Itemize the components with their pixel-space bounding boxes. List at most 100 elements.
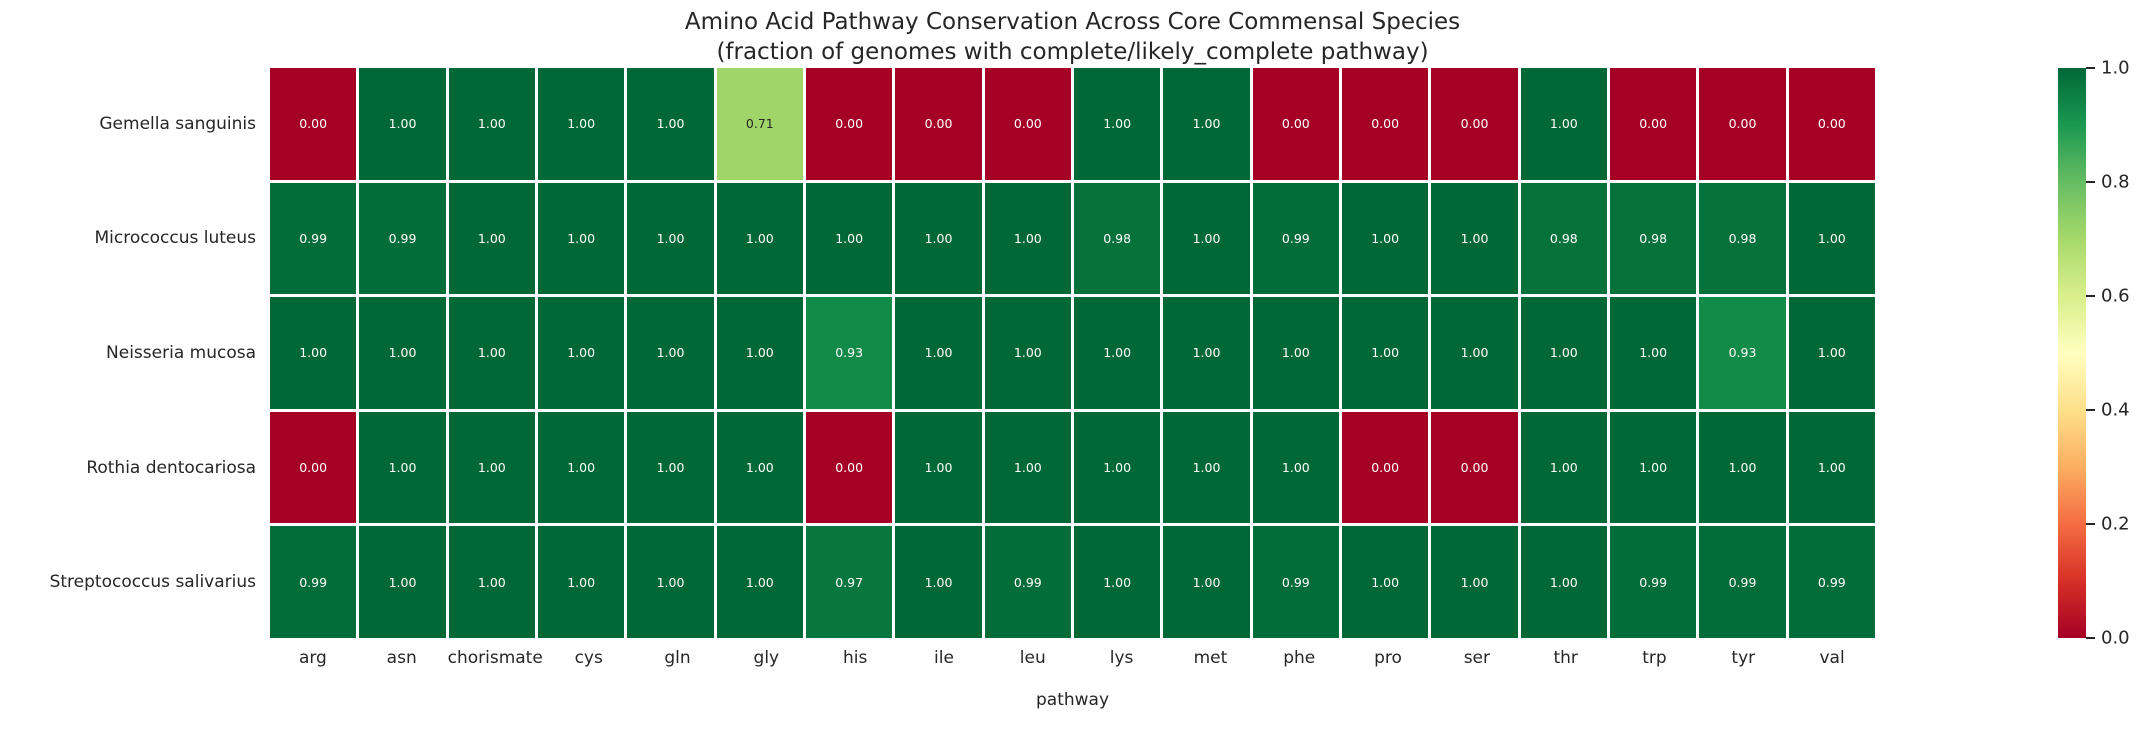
heatmap-cell: 1.00	[627, 411, 714, 524]
heatmap-cell: 1.00	[270, 297, 357, 409]
heatmap-cell: 0.00	[1252, 68, 1339, 180]
colorbar-tick-label: 1.0	[2101, 57, 2130, 79]
heatmap-cell: 1.00	[359, 411, 446, 524]
heatmap-cell: 0.99	[270, 182, 357, 295]
heatmap-cell: 1.00	[1610, 411, 1697, 524]
heatmap-cell: 1.00	[1342, 526, 1429, 638]
heatmap-cell: 1.00	[984, 182, 1071, 295]
heatmap-cell: 1.00	[1074, 68, 1161, 180]
column-label: trp	[1642, 648, 1667, 668]
heatmap-cell: 1.00	[538, 297, 625, 409]
column-label: met	[1193, 648, 1228, 668]
colorbar-gradient	[2058, 68, 2086, 638]
heatmap-cell: 0.99	[1788, 526, 1875, 638]
heatmap-cell: 1.00	[1788, 182, 1875, 295]
heatmap-cell: 1.00	[359, 68, 446, 180]
heatmap-cell: 1.00	[538, 411, 625, 524]
heatmap-cell: 1.00	[359, 526, 446, 638]
colorbar-tick-mark	[2086, 295, 2095, 297]
x-axis-labels: arg asn chorismate cys gln gly his ile leu lys met…	[270, 648, 1875, 668]
heatmap-cell: 1.00	[448, 411, 535, 524]
heatmap-cell: 0.00	[1699, 68, 1786, 180]
row-label: Micrococcus luteus	[94, 228, 256, 249]
column-label: ser	[1463, 648, 1490, 668]
heatmap-cell: 1.00	[895, 182, 982, 295]
heatmap-cell: 1.00	[1520, 411, 1607, 524]
heatmap-cell: 0.98	[1074, 182, 1161, 295]
row-label: Neisseria mucosa	[106, 342, 256, 363]
column-label: gln	[664, 648, 691, 668]
heatmap-cell: 0.97	[806, 526, 893, 638]
heatmap-cell: 1.00	[716, 411, 803, 524]
heatmap-cell: 0.00	[984, 68, 1071, 180]
heatmap-cell: 1.00	[1520, 297, 1607, 409]
colorbar-tick-mark	[2086, 409, 2095, 411]
colorbar-tick-label: 0.2	[2101, 513, 2130, 535]
heatmap-cell: 0.71	[716, 68, 803, 180]
heatmap-cell: 1.00	[806, 182, 893, 295]
column-label: ile	[934, 648, 954, 668]
heatmap-cell: 1.00	[627, 182, 714, 295]
heatmap-cell: 0.00	[1610, 68, 1697, 180]
column-label: pro	[1374, 648, 1402, 668]
heatmap-cell: 1.00	[1699, 411, 1786, 524]
x-axis-title: pathway	[1035, 690, 1110, 710]
column-label: lys	[1109, 648, 1134, 668]
colorbar-tick-label: 0.6	[2101, 285, 2130, 307]
heatmap-cell: 1.00	[448, 182, 535, 295]
heatmap-cell: 0.93	[806, 297, 893, 409]
column-label: asn	[386, 648, 417, 668]
heatmap-cell: 0.00	[1342, 411, 1429, 524]
heatmap-cell: 0.98	[1520, 182, 1607, 295]
heatmap-cell: 1.00	[895, 297, 982, 409]
heatmap-cell: 0.93	[1699, 297, 1786, 409]
heatmap-cell: 0.99	[1252, 526, 1339, 638]
heatmap-cell: 0.98	[1610, 182, 1697, 295]
heatmap-cell: 0.99	[1252, 182, 1339, 295]
heatmap-grid: 0.00 1.00 1.00 1.00 1.00 0.71 0.00 0.00 0.00 1.00…	[270, 68, 1875, 638]
heatmap-cell: 1.00	[1788, 297, 1875, 409]
heatmap-cell: 0.99	[1610, 526, 1697, 638]
heatmap-cell: 1.00	[1252, 297, 1339, 409]
heatmap-cell: 1.00	[1163, 297, 1250, 409]
heatmap-cell: 1.00	[627, 526, 714, 638]
colorbar-tick-mark	[2086, 67, 2095, 69]
chart-subtitle: (fraction of genomes with complete/likel…	[716, 38, 1429, 65]
heatmap-cell: 1.00	[448, 297, 535, 409]
heatmap-cell: 1.00	[1342, 297, 1429, 409]
heatmap-cell: 1.00	[716, 297, 803, 409]
heatmap-cell: 1.00	[1163, 526, 1250, 638]
heatmap-cell: 1.00	[627, 297, 714, 409]
heatmap-cell: 0.00	[806, 68, 893, 180]
heatmap-cell: 0.00	[270, 411, 357, 524]
heatmap-cell: 1.00	[1520, 68, 1607, 180]
column-label: val	[1819, 648, 1845, 668]
heatmap-cell: 1.00	[627, 68, 714, 180]
heatmap-cell: 0.00	[1342, 68, 1429, 180]
column-label: thr	[1553, 648, 1578, 668]
heatmap-cell: 1.00	[984, 297, 1071, 409]
heatmap-cell: 0.00	[1431, 68, 1518, 180]
chart-title: Amino Acid Pathway Conservation Across C…	[684, 9, 1461, 35]
heatmap-cell: 1.00	[984, 411, 1071, 524]
heatmap-cell: 0.98	[1699, 182, 1786, 295]
heatmap-cell: 1.00	[538, 182, 625, 295]
colorbar-tick-mark	[2086, 637, 2095, 639]
heatmap-cell: 1.00	[1431, 297, 1518, 409]
column-label: tyr	[1731, 648, 1756, 668]
heatmap-cell: 0.99	[984, 526, 1071, 638]
heatmap-cell: 1.00	[1163, 68, 1250, 180]
heatmap-cell: 1.00	[1610, 297, 1697, 409]
heatmap-cell: 0.99	[359, 182, 446, 295]
heatmap-cell: 1.00	[1342, 182, 1429, 295]
heatmap-cell: 1.00	[1163, 182, 1250, 295]
heatmap-cell: 0.00	[1431, 411, 1518, 524]
heatmap-cell: 1.00	[1431, 526, 1518, 638]
heatmap-cell: 0.00	[270, 68, 357, 180]
heatmap-cell: 0.99	[1699, 526, 1786, 638]
column-label: cys	[574, 648, 603, 668]
heatmap-cell: 1.00	[1074, 526, 1161, 638]
heatmap-cell: 1.00	[1431, 182, 1518, 295]
heatmap-cell: 1.00	[1788, 411, 1875, 524]
